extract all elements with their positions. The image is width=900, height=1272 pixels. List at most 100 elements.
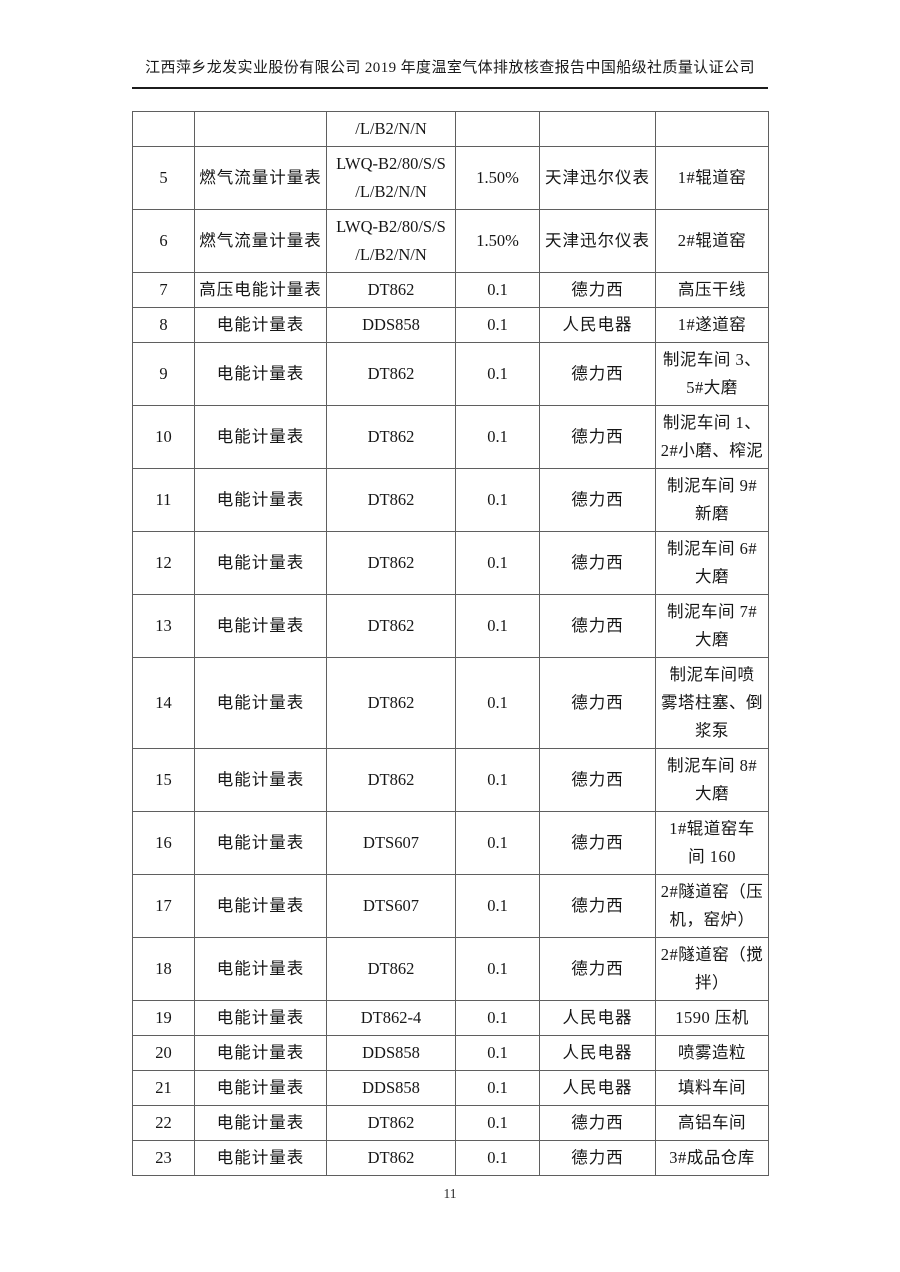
cell-location: 喷雾造粒 <box>655 1035 769 1071</box>
cell-location: 1#遂道窑 <box>655 307 769 343</box>
cell-model: DDS858 <box>326 307 456 343</box>
measurement-devices-table: /L/B2/N/N 5 燃气流量计量表 LWQ-B2/80/S/S /L/B2/… <box>132 111 769 1176</box>
cell-manufacturer: 德力西 <box>539 405 656 469</box>
cell-accuracy: 0.1 <box>455 811 540 875</box>
cell-model: DT862 <box>326 531 456 595</box>
cell-device-name: 电能计量表 <box>194 874 327 938</box>
cell-location: 制泥车间喷 雾塔柱塞、倒 浆泵 <box>655 657 769 749</box>
table-row: 9 电能计量表 DT862 0.1 德力西 制泥车间 3、 5#大磨 <box>132 342 769 406</box>
cell-device-name: 电能计量表 <box>194 1000 327 1036</box>
cell-device-name: 电能计量表 <box>194 405 327 469</box>
cell-accuracy: 0.1 <box>455 1035 540 1071</box>
cell-device-name: 电能计量表 <box>194 468 327 532</box>
table-row: 11 电能计量表 DT862 0.1 德力西 制泥车间 9# 新磨 <box>132 468 769 532</box>
cell-row-number: 15 <box>132 748 195 812</box>
cell-location: 制泥车间 7# 大磨 <box>655 594 769 658</box>
cell-manufacturer: 德力西 <box>539 1105 656 1141</box>
cell-device-name: 电能计量表 <box>194 342 327 406</box>
table-row: 15 电能计量表 DT862 0.1 德力西 制泥车间 8# 大磨 <box>132 748 769 812</box>
cell-location: 高压干线 <box>655 272 769 308</box>
table-row: 14 电能计量表 DT862 0.1 德力西 制泥车间喷 雾塔柱塞、倒 浆泵 <box>132 657 769 749</box>
cell-model: DT862 <box>326 272 456 308</box>
cell-manufacturer: 德力西 <box>539 874 656 938</box>
cell-manufacturer: 德力西 <box>539 657 656 749</box>
cell-device-name: 燃气流量计量表 <box>194 146 327 210</box>
cell-location: 2#辊道窑 <box>655 209 769 273</box>
cell-location: 1#辊道窑 <box>655 146 769 210</box>
table-row: 7 高压电能计量表 DT862 0.1 德力西 高压干线 <box>132 272 769 308</box>
cell-location: 制泥车间 8# 大磨 <box>655 748 769 812</box>
table-row: /L/B2/N/N <box>132 111 769 147</box>
cell-location: 制泥车间 6# 大磨 <box>655 531 769 595</box>
page-header: 江西萍乡龙发实业股份有限公司 2019 年度温室气体排放核查报告中国船级社质量认… <box>132 56 768 89</box>
cell-row-number: 14 <box>132 657 195 749</box>
cell-accuracy: 0.1 <box>455 1070 540 1106</box>
cell-device-name <box>194 111 327 147</box>
cell-model: /L/B2/N/N <box>326 111 456 147</box>
cell-accuracy: 0.1 <box>455 272 540 308</box>
cell-model: DDS858 <box>326 1070 456 1106</box>
table-row: 12 电能计量表 DT862 0.1 德力西 制泥车间 6# 大磨 <box>132 531 769 595</box>
cell-accuracy: 0.1 <box>455 531 540 595</box>
cell-device-name: 电能计量表 <box>194 594 327 658</box>
cell-row-number: 7 <box>132 272 195 308</box>
cell-model: DT862 <box>326 594 456 658</box>
cell-manufacturer: 德力西 <box>539 272 656 308</box>
header-title: 江西萍乡龙发实业股份有限公司 2019 年度温室气体排放核查报告中国船级社质量认… <box>145 60 755 76</box>
table-row: 8 电能计量表 DDS858 0.1 人民电器 1#遂道窑 <box>132 307 769 343</box>
cell-manufacturer: 人民电器 <box>539 1070 656 1106</box>
cell-model: DT862 <box>326 657 456 749</box>
table-row: 17 电能计量表 DTS607 0.1 德力西 2#隧道窑（压 机，窑炉） <box>132 874 769 938</box>
cell-manufacturer: 人民电器 <box>539 1000 656 1036</box>
cell-row-number: 13 <box>132 594 195 658</box>
table-row: 19 电能计量表 DT862-4 0.1 人民电器 1590 压机 <box>132 1000 769 1036</box>
cell-row-number: 9 <box>132 342 195 406</box>
table-row: 20 电能计量表 DDS858 0.1 人民电器 喷雾造粒 <box>132 1035 769 1071</box>
table-row: 23 电能计量表 DT862 0.1 德力西 3#成品仓库 <box>132 1140 769 1176</box>
cell-model: DTS607 <box>326 874 456 938</box>
cell-model: LWQ-B2/80/S/S /L/B2/N/N <box>326 146 456 210</box>
cell-manufacturer: 德力西 <box>539 342 656 406</box>
cell-row-number: 16 <box>132 811 195 875</box>
cell-row-number: 21 <box>132 1070 195 1106</box>
cell-accuracy: 0.1 <box>455 594 540 658</box>
cell-model: DT862 <box>326 468 456 532</box>
cell-device-name: 电能计量表 <box>194 811 327 875</box>
cell-row-number: 12 <box>132 531 195 595</box>
cell-model: DTS607 <box>326 811 456 875</box>
cell-model: DT862 <box>326 405 456 469</box>
cell-location: 1#辊道窑车 间 160 <box>655 811 769 875</box>
cell-manufacturer: 天津迅尔仪表 <box>539 209 656 273</box>
cell-manufacturer: 德力西 <box>539 1140 656 1176</box>
cell-row-number: 23 <box>132 1140 195 1176</box>
cell-row-number: 8 <box>132 307 195 343</box>
cell-device-name: 高压电能计量表 <box>194 272 327 308</box>
cell-accuracy: 1.50% <box>455 209 540 273</box>
cell-accuracy: 0.1 <box>455 748 540 812</box>
table-row: 22 电能计量表 DT862 0.1 德力西 高铝车间 <box>132 1105 769 1141</box>
cell-device-name: 电能计量表 <box>194 1140 327 1176</box>
cell-accuracy: 1.50% <box>455 146 540 210</box>
cell-device-name: 电能计量表 <box>194 657 327 749</box>
cell-model: DT862 <box>326 748 456 812</box>
cell-location: 制泥车间 1、 2#小磨、榨泥 <box>655 405 769 469</box>
cell-row-number: 19 <box>132 1000 195 1036</box>
cell-manufacturer: 天津迅尔仪表 <box>539 146 656 210</box>
cell-accuracy: 0.1 <box>455 937 540 1001</box>
cell-location <box>655 111 769 147</box>
table-row: 13 电能计量表 DT862 0.1 德力西 制泥车间 7# 大磨 <box>132 594 769 658</box>
cell-location: 制泥车间 9# 新磨 <box>655 468 769 532</box>
cell-row-number: 20 <box>132 1035 195 1071</box>
cell-row-number: 17 <box>132 874 195 938</box>
cell-device-name: 燃气流量计量表 <box>194 209 327 273</box>
cell-device-name: 电能计量表 <box>194 531 327 595</box>
cell-row-number: 10 <box>132 405 195 469</box>
cell-model: DT862 <box>326 342 456 406</box>
cell-row-number: 18 <box>132 937 195 1001</box>
cell-location: 2#隧道窑（压 机，窑炉） <box>655 874 769 938</box>
cell-manufacturer: 德力西 <box>539 937 656 1001</box>
cell-row-number: 22 <box>132 1105 195 1141</box>
cell-manufacturer: 德力西 <box>539 748 656 812</box>
cell-location: 1590 压机 <box>655 1000 769 1036</box>
